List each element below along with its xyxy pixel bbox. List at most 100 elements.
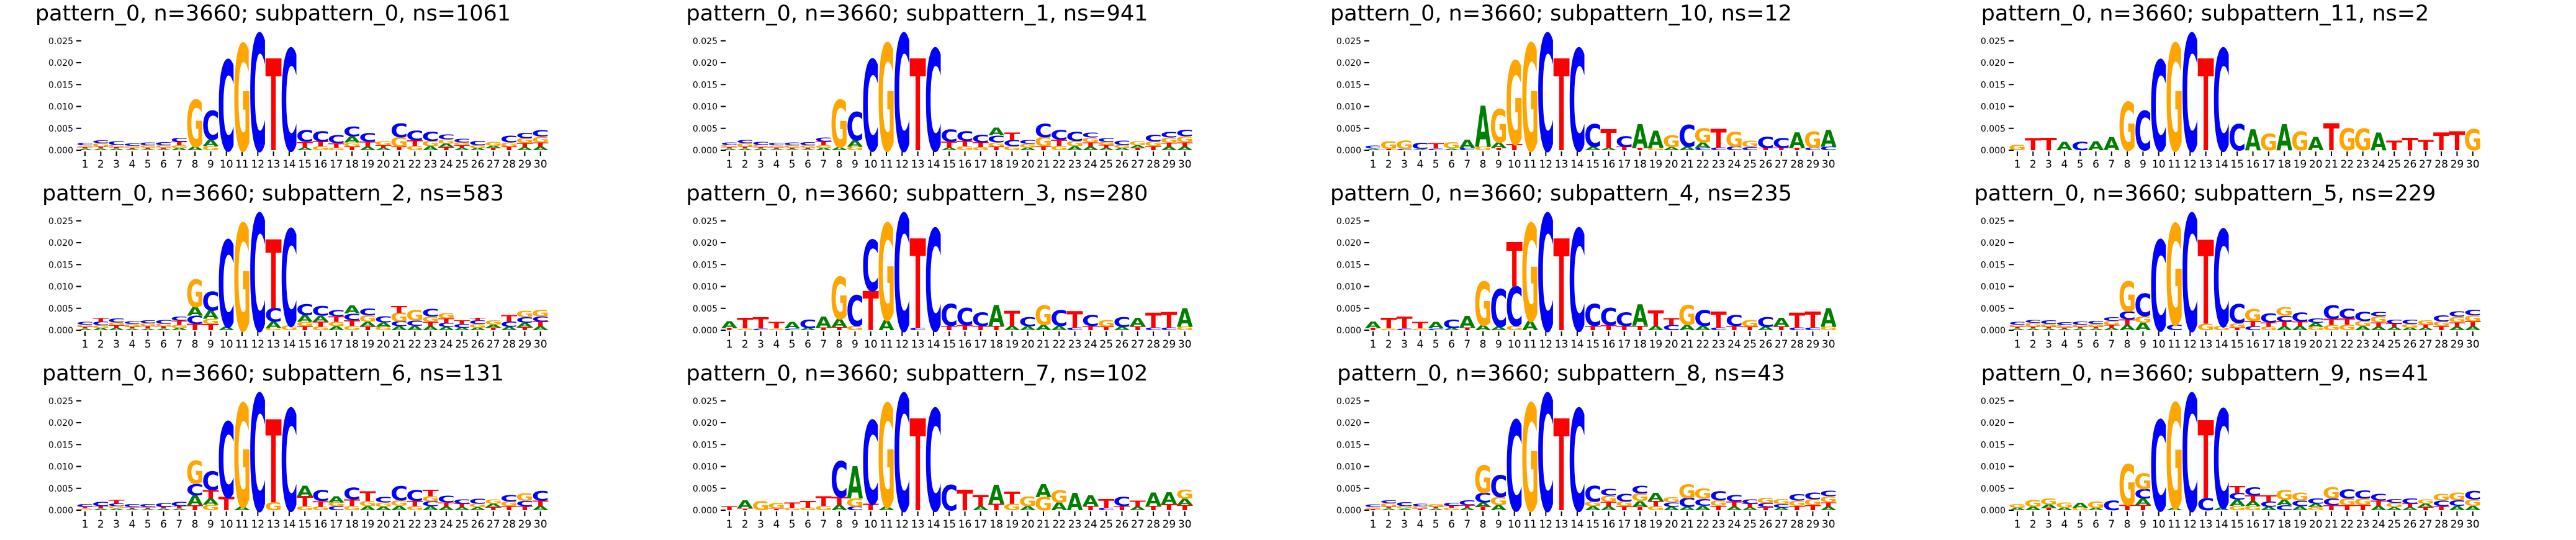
logo-letter-A: A — [376, 506, 392, 511]
logo-letter-C: C — [438, 493, 455, 505]
logo-letter-T: T — [2417, 324, 2433, 329]
logo-letter-T: T — [171, 506, 188, 509]
logo-letter-A: A — [1648, 491, 1664, 503]
x-tick-label: 12 — [2183, 338, 2197, 351]
logo-letter-A: A — [1098, 148, 1115, 151]
x-tick-label: 22 — [2340, 338, 2354, 351]
logo-letter-G: G — [814, 145, 832, 149]
logo-letter-A: A — [1114, 148, 1130, 151]
logo-letter-A: A — [187, 305, 203, 319]
logo-letter-T: T — [1789, 505, 1805, 511]
y-tick-label: 0.015 — [1980, 80, 2005, 90]
logo-letter-G: G — [2040, 497, 2057, 506]
x-tick-label: 16 — [958, 158, 971, 171]
subplot-subpattern_1: pattern_0, n=3660; subpattern_1, ns=941 0… — [644, 0, 1289, 180]
logo-letter-A: A — [1365, 320, 1381, 331]
logo-letter-A: A — [2213, 507, 2230, 511]
logo-letter-A: A — [1632, 299, 1648, 333]
x-tick-label: 14 — [1570, 518, 1584, 531]
logo-letter-T: T — [1804, 307, 1821, 333]
logo-letter-G: G — [312, 506, 329, 511]
logo-letter-C: C — [799, 142, 816, 146]
logo-letter-A: A — [470, 506, 486, 511]
logo-letter-T: T — [77, 506, 94, 509]
logo-letter-T: T — [344, 497, 360, 508]
logo-letter-T: T — [1365, 508, 1382, 510]
logo-letter-C: C — [2134, 101, 2151, 163]
x-tick-label: 7 — [820, 338, 827, 351]
logo-letter-C: C — [1537, 184, 1554, 360]
logo-letter-C: C — [2401, 318, 2418, 325]
logo-letter-G: G — [2338, 323, 2356, 332]
logo-letter-T: T — [1161, 307, 1177, 333]
logo-letter-C: C — [1584, 299, 1601, 333]
logo-letter-G: G — [1050, 145, 1068, 151]
logo-letter-G: G — [2322, 324, 2340, 332]
y-tick-label: 0.015 — [1336, 440, 1361, 450]
logo-letter-T: T — [784, 501, 801, 510]
logo-letter-A: A — [1773, 507, 1790, 511]
logo-letter-A: A — [218, 326, 235, 331]
x-tick-label: 18 — [1633, 518, 1647, 531]
logo-letter-A: A — [721, 148, 738, 151]
logo-letter-C: C — [1019, 139, 1036, 145]
logo-letter-A: A — [423, 505, 439, 511]
logo-letter-A: A — [1145, 490, 1161, 510]
x-axis: 1 2 3 4 5 6 7 8 9 10 11 12 13 14 15 16 17 18 19 20 21 22 23 24 2… — [726, 331, 1191, 351]
logo-letter-G: G — [767, 502, 785, 510]
logo-letter-T: T — [77, 147, 94, 149]
logo-letter-C: C — [186, 481, 204, 499]
logo-letter-G: G — [1019, 143, 1036, 149]
logo-letter-G: G — [2291, 491, 2308, 503]
logo-letter-A: A — [1648, 126, 1664, 154]
logo-letter-C: C — [846, 287, 863, 336]
logo-letter-C: C — [1160, 130, 1178, 140]
logo-letter-T: T — [187, 504, 204, 511]
logo-letter-C: C — [1820, 146, 1837, 151]
x-tick-label: 3 — [2045, 158, 2052, 171]
logo-letter-C: C — [846, 105, 863, 150]
x-tick-label: 22 — [1696, 518, 1709, 531]
x-tick-label: 11 — [1523, 518, 1537, 531]
logo-letter-A: A — [1428, 508, 1444, 511]
logo-letter-T: T — [957, 324, 973, 331]
y-axis: 0.000 0.005 0.010 0.015 0.020 0.025 — [48, 37, 81, 156]
logo-letter-C: C — [1788, 327, 1806, 331]
x-tick-label: 21 — [1037, 158, 1050, 171]
logo-letter-T: T — [454, 145, 471, 149]
x-tick-label: 9 — [2139, 518, 2146, 531]
x-tick-label: 6 — [2092, 158, 2099, 171]
logo-letter-T: T — [501, 146, 517, 151]
y-tick-label: 0.010 — [692, 102, 717, 112]
logo-letter-G: G — [2008, 143, 2025, 152]
y-axis: 0.000 0.005 0.010 0.015 0.020 0.025 — [692, 217, 726, 336]
logo-letter-G: G — [1474, 271, 1492, 340]
logo-letter-A: A — [815, 313, 831, 331]
x-tick-label: 7 — [176, 518, 182, 531]
y-tick-label: 0.025 — [1980, 397, 2005, 407]
x-tick-label: 23 — [1712, 338, 1726, 351]
logo-letter-T: T — [344, 146, 360, 151]
y-tick-label: 0.000 — [1980, 146, 2005, 156]
logo-letter-T: T — [2025, 135, 2042, 155]
x-tick-label: 24 — [1727, 338, 1741, 351]
x-tick-label: 20 — [1665, 338, 1678, 351]
logo-letter-C: C — [2448, 310, 2466, 318]
logo-letter-C: C — [2401, 497, 2418, 506]
logo-letter-C: C — [2181, 364, 2199, 540]
x-tick-label: 16 — [958, 338, 971, 351]
logo-letter-A: A — [2025, 328, 2042, 331]
logo-letter-C: C — [2024, 320, 2042, 324]
x-tick-label: 27 — [1130, 158, 1144, 171]
logo-letter-A: A — [360, 505, 376, 511]
logo-letter-A: A — [485, 503, 502, 508]
logo-letter-T: T — [972, 492, 988, 510]
logo-letter-A: A — [2371, 505, 2387, 511]
x-tick-label: 26 — [1759, 158, 1773, 171]
logo-letter-A: A — [187, 493, 203, 509]
logo-letter-T: T — [1757, 506, 1773, 511]
logo-letter-A: A — [2087, 508, 2104, 511]
logo-letter-C: C — [375, 315, 392, 325]
